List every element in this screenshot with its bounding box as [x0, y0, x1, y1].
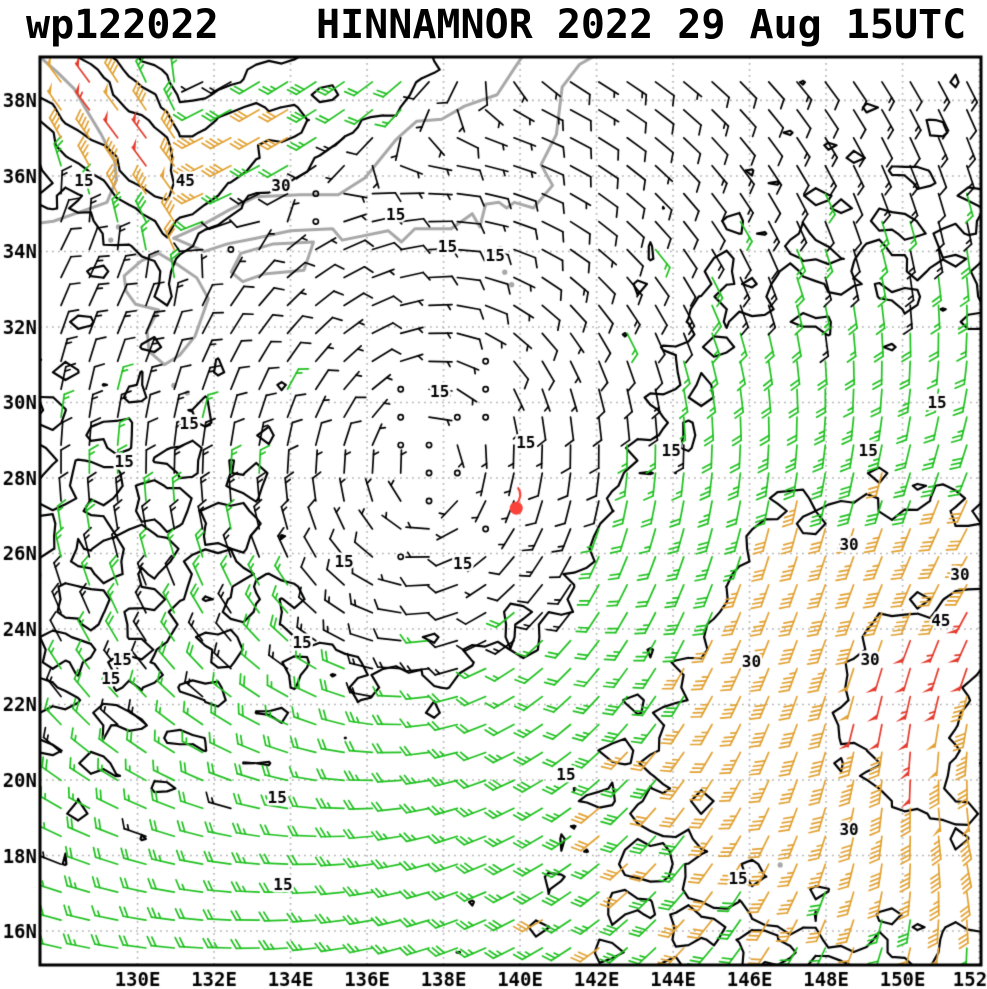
title-bar: wp122022 HINNAMNOR 2022 29 Aug 15UTC: [0, 0, 987, 54]
storm-id-label: wp122022: [26, 2, 219, 48]
figure-title: HINNAMNOR 2022 29 Aug 15UTC: [316, 2, 967, 48]
